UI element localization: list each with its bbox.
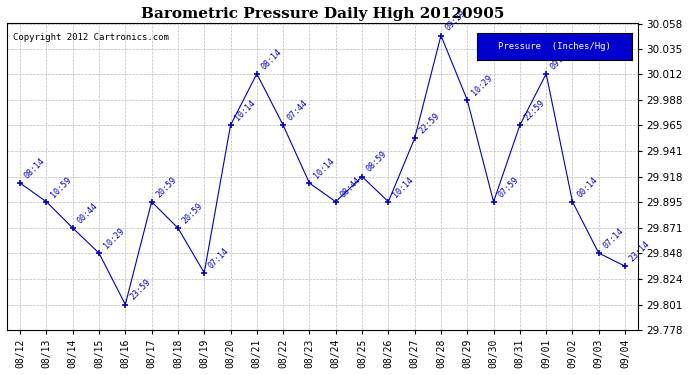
Text: 08:14: 08:14 — [259, 47, 284, 71]
Text: 20:59: 20:59 — [181, 201, 205, 225]
Text: 23:14: 23:14 — [628, 239, 652, 264]
Text: 09:44: 09:44 — [549, 47, 573, 71]
Text: 08:14: 08:14 — [23, 156, 47, 180]
Text: 10:14: 10:14 — [312, 156, 336, 180]
Text: 10:29: 10:29 — [102, 226, 126, 251]
Text: Copyright 2012 Cartronics.com: Copyright 2012 Cartronics.com — [13, 33, 169, 42]
Text: 22:59: 22:59 — [417, 111, 442, 135]
Text: 10:29: 10:29 — [470, 73, 494, 97]
Text: 10:14: 10:14 — [233, 98, 257, 122]
Text: 08:59: 08:59 — [365, 150, 389, 174]
Text: 23:59: 23:59 — [128, 278, 152, 302]
Text: 07:59: 07:59 — [496, 175, 520, 199]
Text: 07:44: 07:44 — [286, 98, 310, 122]
Text: 10:14: 10:14 — [391, 175, 415, 199]
Text: 20:59: 20:59 — [155, 175, 179, 199]
Text: 07:14: 07:14 — [602, 226, 626, 251]
Text: 22:59: 22:59 — [522, 98, 546, 122]
Text: 00:44: 00:44 — [75, 201, 99, 225]
Text: 00:14: 00:14 — [575, 175, 600, 199]
Title: Barometric Pressure Daily High 20120905: Barometric Pressure Daily High 20120905 — [141, 7, 504, 21]
Text: 07:14: 07:14 — [207, 246, 231, 270]
Text: 09:29: 09:29 — [444, 9, 468, 33]
Text: 10:59: 10:59 — [49, 175, 73, 199]
Text: 08:44: 08:44 — [339, 175, 362, 199]
